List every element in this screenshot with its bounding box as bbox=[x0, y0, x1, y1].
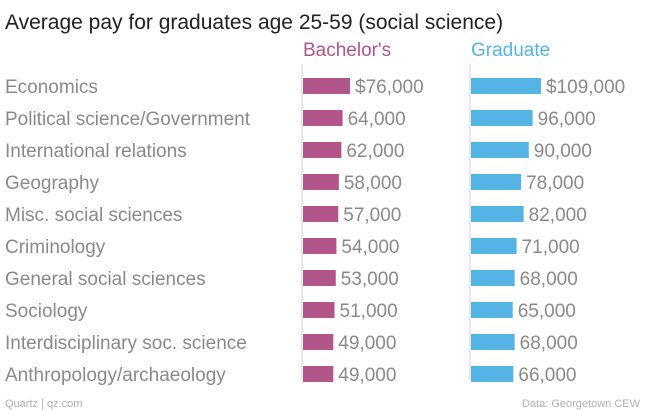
footer-source-left: Quartz | qz.com bbox=[5, 398, 82, 410]
data-label-bachelors: 54,000 bbox=[341, 237, 399, 258]
category-label: Anthropology/archaeology bbox=[5, 365, 226, 386]
category-label: Geography bbox=[5, 173, 100, 194]
data-label-graduate: 68,000 bbox=[520, 333, 578, 354]
category-label: Economics bbox=[5, 77, 98, 98]
chart-title: Average pay for graduates age 25-59 (soc… bbox=[5, 11, 503, 34]
bar-bachelors bbox=[303, 334, 334, 350]
category-label: International relations bbox=[5, 141, 187, 162]
category-label: Criminology bbox=[5, 237, 106, 258]
bar-bachelors bbox=[303, 78, 350, 94]
data-label-graduate: 66,000 bbox=[518, 365, 576, 386]
data-label-bachelors: 64,000 bbox=[348, 109, 406, 130]
data-label-bachelors: 49,000 bbox=[338, 333, 396, 354]
legend-graduate: Graduate bbox=[471, 40, 550, 61]
data-label-graduate: $109,000 bbox=[546, 77, 625, 98]
data-label-graduate: 78,000 bbox=[526, 173, 584, 194]
bar-bachelors bbox=[303, 206, 339, 222]
bar-graduate bbox=[471, 302, 513, 318]
data-label-bachelors: $76,000 bbox=[355, 77, 424, 98]
bar-bachelors bbox=[303, 366, 334, 382]
bar-bachelors bbox=[303, 238, 337, 254]
bar-bachelors bbox=[303, 302, 335, 318]
data-label-bachelors: 62,000 bbox=[346, 141, 404, 162]
category-label: Sociology bbox=[5, 301, 88, 322]
bar-bachelors bbox=[303, 142, 342, 158]
category-label: Political science/Government bbox=[5, 109, 251, 130]
bar-graduate bbox=[471, 78, 541, 94]
data-label-bachelors: 51,000 bbox=[340, 301, 398, 322]
data-label-graduate: 96,000 bbox=[538, 109, 596, 130]
category-label: Misc. social sciences bbox=[5, 205, 182, 226]
data-label-graduate: 90,000 bbox=[534, 141, 592, 162]
data-label-graduate: 71,000 bbox=[522, 237, 580, 258]
category-label: General social sciences bbox=[5, 269, 206, 290]
bar-graduate bbox=[471, 110, 533, 126]
bar-graduate bbox=[471, 334, 515, 350]
data-label-graduate: 65,000 bbox=[518, 301, 576, 322]
bar-bachelors bbox=[303, 110, 343, 126]
bar-graduate bbox=[471, 174, 522, 190]
bar-bachelors bbox=[303, 270, 336, 286]
data-label-bachelors: 58,000 bbox=[344, 173, 402, 194]
bar-graduate bbox=[471, 238, 517, 254]
legend-bachelors: Bachelor's bbox=[303, 40, 391, 61]
data-label-graduate: 82,000 bbox=[529, 205, 587, 226]
data-label-bachelors: 53,000 bbox=[341, 269, 399, 290]
bar-graduate bbox=[471, 366, 514, 382]
bar-graduate bbox=[471, 270, 515, 286]
category-label: Interdisciplinary soc. science bbox=[5, 333, 247, 354]
bar-bachelors bbox=[303, 174, 339, 190]
data-label-bachelors: 49,000 bbox=[338, 365, 396, 386]
data-label-bachelors: 57,000 bbox=[343, 205, 401, 226]
data-label-graduate: 68,000 bbox=[520, 269, 578, 290]
bar-graduate bbox=[471, 142, 529, 158]
bar-graduate bbox=[471, 206, 524, 222]
footer-source-right: Data: Georgetown CEW bbox=[522, 398, 641, 410]
